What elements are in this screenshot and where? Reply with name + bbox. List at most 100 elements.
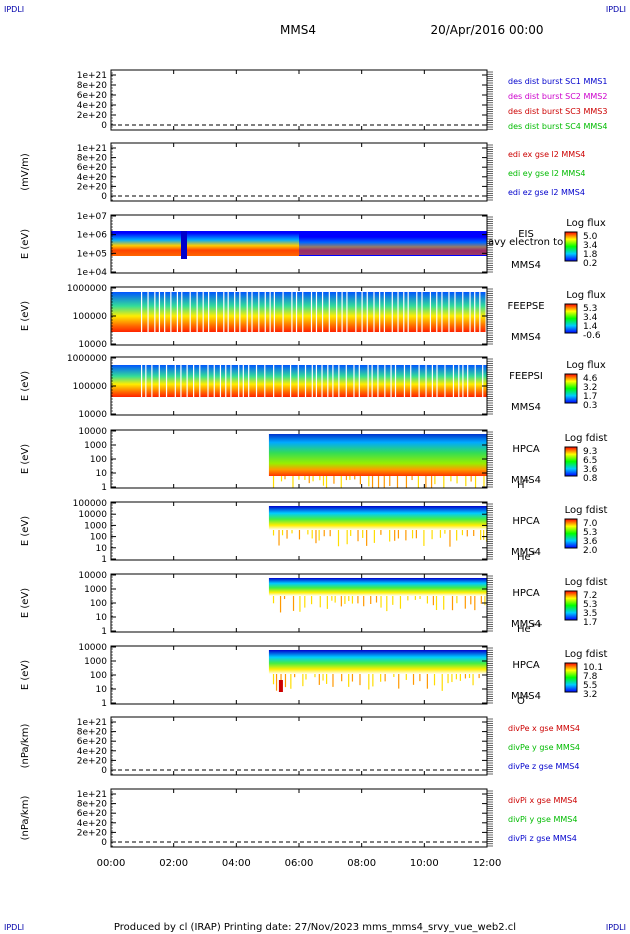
speckle [474,596,476,611]
y-axis-label: E (eV) [20,516,31,546]
species-charge: ++ [531,621,543,629]
speckle [304,596,306,608]
colorbar-title: Log flux [566,218,606,229]
colorbar [564,373,578,404]
colorbar-tick-label: 5.3 [583,600,597,610]
time-tick-label: 08:00 [347,858,376,869]
gap-stripe [176,292,179,332]
gap-stripe [295,292,298,332]
panel-frame [110,69,488,131]
speckle [325,674,328,684]
y-tick-label: 1e+05 [77,249,107,259]
colorbar-tick-label: 1.4 [583,322,598,332]
speckle [468,674,471,678]
gap-stripe [239,292,241,332]
speckle [425,476,427,488]
colorbar-title: Log fdist [565,649,608,660]
gap-stripe [403,292,405,332]
legend-entry: edi ey gse l2 MMS4 [508,169,586,178]
speckle [304,476,306,480]
gap-stripe [418,365,420,397]
spacecraft-label: MMS4 [511,691,541,702]
date-title: 20/Apr/2016 00:00 [430,23,543,37]
speckle [371,476,374,488]
y-tick-label: 1 [101,627,107,637]
y-tick-label: 0 [101,121,107,131]
colorbar-tick-label: 2.0 [583,546,598,556]
speckle [341,674,343,682]
speckle [383,476,385,488]
band [268,506,487,530]
gap-stripe [311,365,313,397]
time-tick-label: 10:00 [410,858,439,869]
gap-stripe [310,292,313,332]
colorbar-tick-label: 1.7 [583,618,597,628]
dip [181,231,187,259]
gap-stripe [238,365,240,397]
colorbar-tick-label: 10.1 [583,663,603,673]
speckle [298,530,301,540]
gap-stripe [421,292,423,332]
time-tick-label: 04:00 [222,858,251,869]
gap-stripe [264,292,266,332]
y-tick-label: 1e+04 [77,268,108,278]
speckle [439,530,442,538]
speckle [292,596,295,611]
y-tick-label: 1000 [84,585,107,595]
legend-entry: divPe x gse MMS4 [508,724,580,733]
y-tick-label: 4e+20 [77,747,108,757]
y-tick-label: 100 [90,599,107,609]
gap-stripe [321,292,324,332]
y-tick-label: 4e+20 [77,101,108,111]
speckle [333,476,335,484]
colorbar-title: Log flux [566,290,606,301]
corner-label-tr: IPDLI [606,5,626,14]
species-label: He [517,624,531,635]
colorbar-tick-label: 0.8 [583,474,598,484]
gap-stripe [225,365,227,397]
speckle [415,530,417,539]
speckle [474,476,477,488]
spacecraft-label: MMS4 [511,402,541,413]
speckle [359,476,361,485]
y-tick-label: 100 [90,455,107,465]
speckle [466,530,468,537]
gap-stripe [355,292,357,332]
speckle [322,476,325,486]
speckle [275,674,278,691]
y-tick-label: 8e+20 [77,800,108,810]
speckle [334,596,336,603]
speckle [411,476,413,481]
speckle [441,674,443,691]
colorbar [564,446,578,477]
y-tick-label: 1e+21 [77,71,107,81]
speckle [312,476,314,482]
gap-stripe [379,292,381,332]
y-tick-label: 100 [90,671,107,681]
speckle [435,596,438,611]
speckle [480,530,482,540]
speckle [354,476,356,480]
legend-entry: divPi z gse MMS4 [508,834,577,843]
corner-label-bl: IPDLI [4,923,24,932]
gap-stripe [158,365,160,397]
species-charge: + [531,549,537,557]
corner-label-br: IPDLI [606,923,626,932]
gap-stripe [485,292,487,332]
gap-stripe [394,365,397,397]
y-tick-label: 10 [96,685,108,695]
speckle [302,674,304,687]
y-tick-label: 1 [101,699,107,709]
gap-stripe [196,292,198,332]
panel-3: 1000000 100000 10000 E (eV) FEEPSE MMS4 Log fl… [20,284,606,350]
speckle [405,476,408,488]
speckle [432,596,435,606]
gap-stripe [336,292,338,332]
gap-stripe [436,292,438,332]
panel-frame [110,788,488,848]
speckle [272,596,275,604]
gap-stripe [315,365,318,397]
gap-stripe [242,365,244,397]
gap-stripe [441,292,443,332]
